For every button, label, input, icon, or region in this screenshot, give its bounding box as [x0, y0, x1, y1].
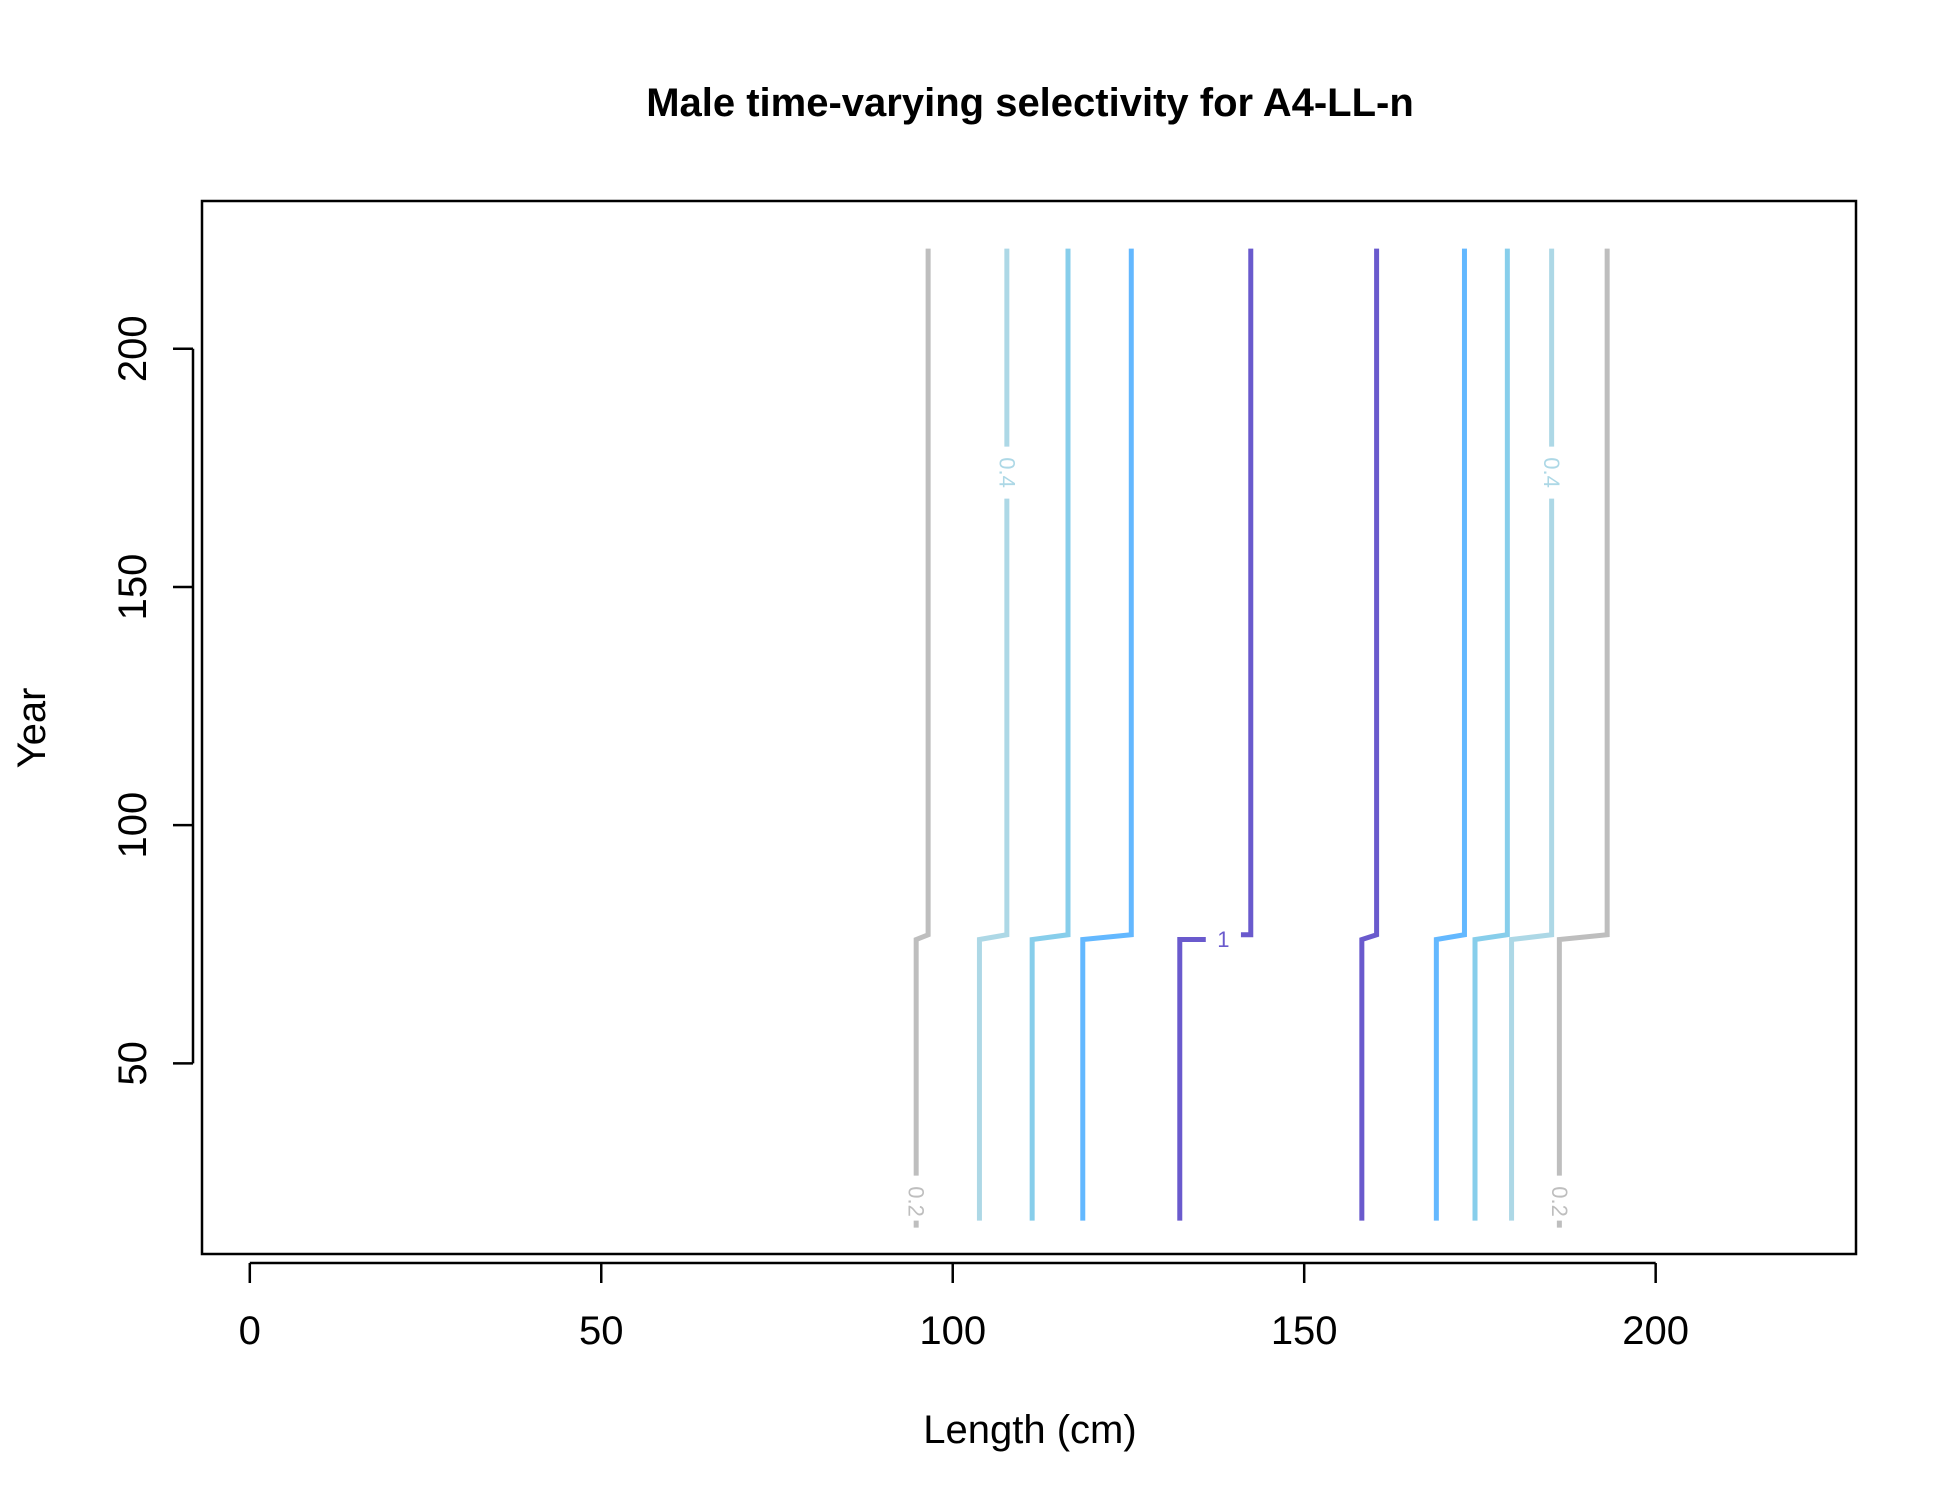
x-tick-label: 150 [1271, 1309, 1338, 1353]
contour-line [1509, 248, 1555, 1221]
contour-label: 0.4 [1539, 457, 1564, 488]
y-tick-label: 100 [111, 792, 155, 859]
x-axis: 0 50 100 150 200 [239, 1261, 1689, 1353]
x-tick-label: 50 [579, 1309, 624, 1353]
contour-label: 0.4 [994, 457, 1019, 488]
y-tick-label: 200 [111, 315, 155, 382]
contour-lines: 0.2 0.4 1 0.4 0.2 [904, 248, 1610, 1228]
y-axis-label: Year [10, 688, 54, 769]
y-tick-label: 50 [111, 1041, 155, 1086]
contour-line [1556, 248, 1610, 1228]
y-axis: 50 100 150 200 [111, 315, 195, 1086]
x-axis-label: Length (cm) [923, 1408, 1136, 1452]
contour-line [913, 248, 931, 1228]
plot-frame [200, 199, 1858, 1256]
contour-label: 0.2 [1547, 1186, 1572, 1217]
contour-label: 0.2 [904, 1186, 929, 1217]
y-tick-label: 150 [111, 554, 155, 621]
chart-title: Male time-varying selectivity for A4-LL-… [646, 81, 1414, 125]
contour-line [1359, 248, 1380, 1221]
x-tick-label: 100 [919, 1309, 986, 1353]
contour-line [1240, 248, 1254, 938]
contour-line [1080, 248, 1134, 1221]
x-tick-label: 200 [1622, 1309, 1689, 1353]
x-tick-label: 0 [239, 1309, 261, 1353]
contour-line [1433, 248, 1467, 1221]
contour-line [1177, 937, 1206, 1221]
contour-label: 1 [1217, 927, 1229, 952]
contour-line [1029, 248, 1071, 1221]
contour-line [976, 248, 1010, 1221]
contour-line [1472, 248, 1510, 1221]
